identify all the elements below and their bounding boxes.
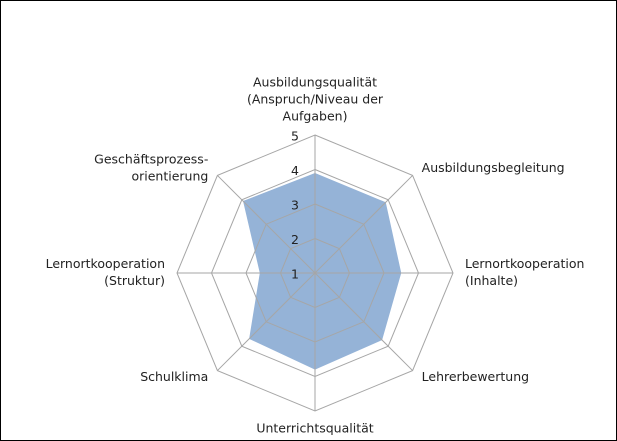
category-label: Schulklima [140, 369, 208, 384]
category-label: Ausbildungsqualität [253, 75, 377, 90]
category-label: (Inhalte) [465, 273, 518, 288]
r-tick-label: 1 [291, 267, 299, 282]
r-tick-label: 5 [291, 129, 299, 144]
r-tick-label: 3 [291, 198, 299, 213]
category-label: Unterrichtsqualität [256, 421, 373, 436]
category-label: Lehrerbewertung [422, 369, 529, 384]
category-label: Geschäftsprozess- [94, 151, 208, 166]
category-label: Ausbildungsbegleitung [422, 160, 565, 175]
axis-spoke [217, 272, 316, 371]
r-tick-label: 2 [291, 232, 299, 247]
r-tick-label: 4 [291, 163, 299, 178]
axis-spoke [314, 272, 413, 371]
axis-spoke [217, 175, 316, 274]
axis-spoke [314, 175, 413, 274]
category-label: Aufgaben) [283, 109, 348, 124]
category-label: orientierung [131, 168, 208, 183]
data-area [243, 172, 402, 370]
category-label: Lernortkooperation [46, 256, 165, 271]
category-label: Lernortkooperation [465, 256, 584, 271]
category-label: (Anspruch/Niveau der [247, 92, 384, 107]
category-label: (Struktur) [104, 273, 165, 288]
